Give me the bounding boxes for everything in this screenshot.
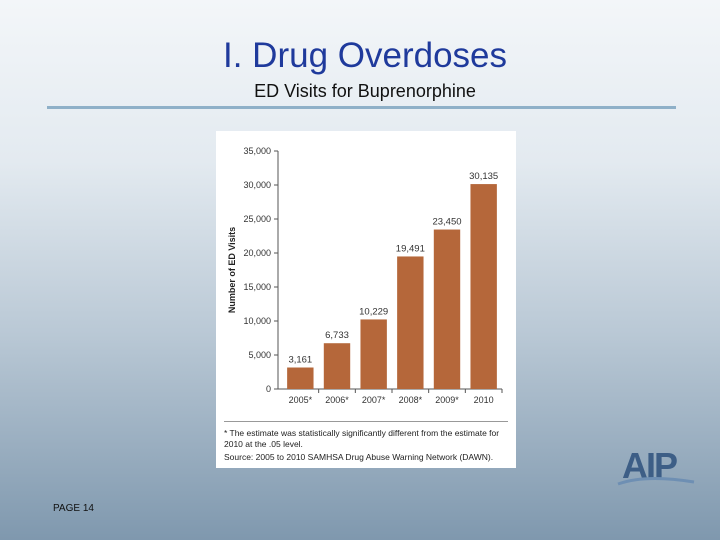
- slide-title: I. Drug Overdoses: [223, 36, 507, 75]
- y-tick-label: 30,000: [243, 180, 271, 190]
- bar: [397, 256, 424, 389]
- x-tick-label: 2008*: [399, 395, 423, 405]
- bar-value-label: 23,450: [432, 217, 461, 228]
- y-tick-label: 15,000: [243, 282, 271, 292]
- chart-source: Source: 2005 to 2010 SAMHSA Drug Abuse W…: [224, 452, 494, 462]
- bar: [287, 367, 314, 389]
- bar-chart: 0 5,000 10,000 15,000 20,000 25,000 30,000 35,0…: [227, 146, 503, 405]
- x-tick-label: 2007*: [362, 395, 386, 405]
- x-tick-label: 2005*: [289, 395, 313, 405]
- chart-panel: 0 5,000 10,000 15,000 20,000 25,000 30,000 35,0…: [216, 131, 516, 468]
- x-tick-label: 2010: [474, 395, 494, 405]
- bar-value-label: 3,161: [288, 355, 312, 366]
- bar: [433, 229, 461, 389]
- y-tick-label: 20,000: [243, 248, 271, 258]
- bar-value-label: 30,135: [469, 171, 498, 182]
- title-divider: [47, 106, 676, 109]
- y-tick-label: 0: [266, 384, 271, 394]
- slide-subtitle: ED Visits for Buprenorphine: [254, 81, 476, 101]
- aip-logo: AIP: [616, 446, 696, 490]
- bar: [360, 319, 387, 389]
- y-tick-label: 10,000: [243, 316, 271, 326]
- page-number: PAGE 14: [53, 503, 94, 514]
- chart-footnote: * The estimate was statistically signifi…: [224, 428, 500, 449]
- x-tick-label: 2009*: [435, 395, 459, 405]
- bar-value-label: 19,491: [396, 243, 425, 254]
- x-tick-label: 2006*: [325, 395, 349, 405]
- y-tick-label: 5,000: [248, 350, 271, 360]
- footnote-rule: [224, 421, 508, 422]
- y-tick-label: 25,000: [243, 214, 271, 224]
- y-axis-label: Number of ED Visits: [227, 227, 237, 313]
- logo-swoosh-icon: [617, 476, 695, 486]
- bar: [323, 343, 351, 389]
- y-tick-label: 35,000: [243, 146, 271, 156]
- bar-value-label: 10,229: [359, 306, 388, 317]
- bar-value-label: 6,733: [325, 330, 349, 341]
- bar: [470, 184, 497, 389]
